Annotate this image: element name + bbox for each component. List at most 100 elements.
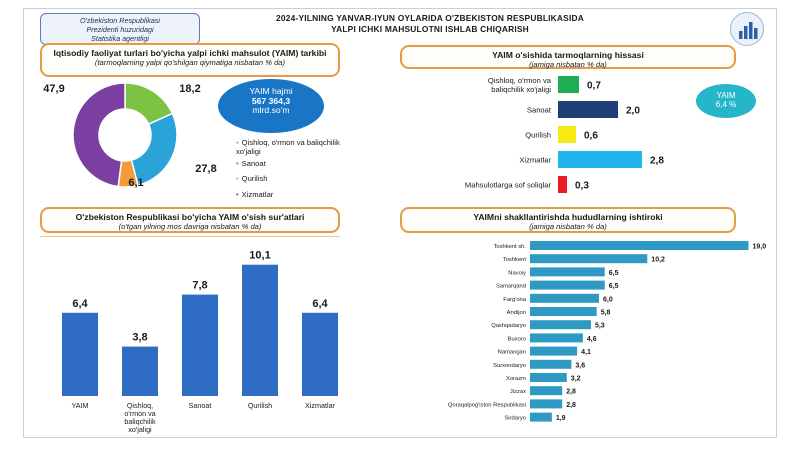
growth-category-label: Qishloq, bbox=[127, 401, 153, 410]
growth-subtitle: (o'tgan yilning mos davriga nisbatan % d… bbox=[118, 222, 262, 231]
region-bar bbox=[530, 386, 563, 396]
growth-category-label: Xizmatlar bbox=[305, 401, 336, 410]
regions-subtitle: (jamiga nisbatan % da) bbox=[529, 222, 607, 231]
region-label: Qoraqalpog'iston Respublikasi bbox=[448, 402, 526, 408]
legend-label: Xizmatlar bbox=[241, 190, 274, 199]
growth-value-label: 10,1 bbox=[249, 250, 270, 262]
contribution-subtitle: (jamiga nisbatan % da) bbox=[529, 60, 607, 69]
contribution-value-label: 0,6 bbox=[584, 131, 598, 142]
growth-category-label: Qurilish bbox=[248, 401, 272, 410]
legend-bullet: • bbox=[236, 174, 239, 183]
contribution-category-label: Mahsulotlarga sof soliqlar bbox=[465, 181, 552, 190]
region-value-label: 5,8 bbox=[601, 310, 611, 317]
donut-slice-label: 47,9 bbox=[43, 83, 64, 95]
legend-label: Sanoat bbox=[241, 159, 266, 168]
region-label: Andijon bbox=[507, 310, 526, 316]
growth-category-label: xo'jaligi bbox=[128, 425, 152, 434]
statistics-logo bbox=[730, 12, 764, 46]
region-bar bbox=[530, 267, 605, 277]
legend-item-services: • Xizmatlar bbox=[236, 190, 273, 199]
region-label: Surxondaryo bbox=[493, 363, 526, 369]
contribution-category-label: Qurilish bbox=[525, 131, 551, 140]
region-bar bbox=[530, 399, 563, 409]
donut-slice bbox=[72, 82, 126, 188]
region-label: Namangan bbox=[498, 350, 526, 356]
region-bar bbox=[530, 373, 567, 382]
growth-category-label: YAIM bbox=[71, 401, 88, 410]
gdp-volume-value: 567 364,3 bbox=[251, 95, 291, 106]
donut-slice bbox=[130, 112, 178, 187]
region-bar bbox=[530, 412, 552, 422]
agency-name: O'zbekiston Respublikasi Prezidenti huzu… bbox=[40, 13, 200, 45]
legend-label: Qishloq, o'rmon va baliqchilik xo'jaligi bbox=[236, 138, 340, 156]
legend-label: Qurilish bbox=[241, 174, 268, 183]
page-title-line-1: 2024-YILNING YANVAR-IYUN OYLARIDA O'ZBEK… bbox=[276, 13, 584, 23]
region-label: Toshkent sh. bbox=[493, 244, 526, 250]
growth-category-label: o'rmon va bbox=[124, 409, 155, 418]
legend-item-agriculture: • Qishloq, o'rmon va baliqchilik xo'jalig… bbox=[236, 138, 346, 156]
region-bar bbox=[530, 254, 648, 264]
contribution-bar bbox=[558, 176, 567, 193]
region-value-label: 6,5 bbox=[609, 270, 619, 277]
contribution-value-label: 0,7 bbox=[587, 81, 601, 92]
region-bar bbox=[530, 346, 578, 356]
region-value-label: 10,2 bbox=[651, 257, 665, 264]
contribution-category-label: Xizmatlar bbox=[519, 156, 551, 165]
region-label: Qashqadaryo bbox=[491, 323, 526, 329]
growth-bar bbox=[122, 346, 158, 396]
region-bar bbox=[530, 241, 749, 250]
contribution-bar bbox=[558, 151, 642, 168]
region-value-label: 6,0 bbox=[603, 296, 613, 303]
agency-line-2: Prezidenti huzuridagi bbox=[86, 25, 154, 34]
growth-category-label: Sanoat bbox=[189, 401, 212, 410]
legend-bullet: • bbox=[236, 190, 239, 199]
gdp-growth-badge-value: 6,4 % bbox=[715, 100, 737, 109]
region-value-label: 4,6 bbox=[587, 336, 597, 343]
growth-panel-title: O'zbekiston Respublikasi bo'yicha YAIM o… bbox=[40, 207, 340, 233]
contribution-category-label: baliqchilik xo'jaligi bbox=[491, 85, 551, 94]
region-value-label: 19,0 bbox=[753, 244, 767, 251]
growth-value-label: 6,4 bbox=[312, 298, 328, 310]
growth-bar bbox=[182, 294, 218, 396]
legend-bullet: • bbox=[236, 159, 239, 168]
region-label: Toshkent bbox=[503, 257, 527, 263]
region-value-label: 6,5 bbox=[609, 283, 619, 290]
region-label: Jizzax bbox=[510, 389, 526, 395]
gdp-growth-badge: YAIM 6,4 % bbox=[696, 84, 756, 118]
structure-subtitle: (tarmoqlarning yalpi qo'shilgan qiymatig… bbox=[94, 58, 286, 67]
gdp-growth-badge-label: YAIM bbox=[716, 91, 736, 100]
contribution-panel-title: YAIM o'sishida tarmoqlarning hissasi (ja… bbox=[400, 45, 736, 69]
structure-panel-title: Iqtisodiy faoliyat turlari bo'yicha yalp… bbox=[40, 43, 340, 77]
region-label: Farg'ona bbox=[503, 297, 526, 303]
gdp-volume-unit: mlrd.so'm bbox=[252, 105, 290, 115]
structure-donut-chart: 18,2 27,8 6,1 47,9 bbox=[43, 82, 217, 189]
region-label: Buxoro bbox=[508, 336, 526, 342]
region-value-label: 4,1 bbox=[581, 349, 591, 356]
donut-slice-label: 6,1 bbox=[128, 177, 143, 189]
region-label: Samarqand bbox=[496, 284, 526, 290]
region-bar bbox=[530, 280, 605, 290]
page-title-line-2: YALPI ICHKI MAHSULOTNI ISHLAB CHIQARISH bbox=[331, 24, 529, 34]
regions-bar-chart: Toshkent sh. 19,0 Toshkent 10,2 Navoiy 6,5 Sam… bbox=[448, 241, 767, 422]
agency-line-1: O'zbekiston Respublikasi bbox=[79, 16, 161, 25]
growth-category-label: baliqchilik bbox=[124, 417, 156, 426]
growth-bar bbox=[62, 312, 98, 396]
region-value-label: 3,2 bbox=[571, 376, 581, 383]
growth-bar bbox=[302, 312, 338, 396]
contribution-value-label: 0,3 bbox=[575, 181, 589, 192]
region-value-label: 3,6 bbox=[575, 362, 585, 369]
region-value-label: 2,8 bbox=[566, 389, 576, 396]
contribution-category-label: Sanoat bbox=[527, 106, 552, 115]
contribution-bar bbox=[558, 126, 576, 143]
region-bar bbox=[530, 333, 583, 343]
growth-value-label: 7,8 bbox=[192, 280, 207, 292]
region-label: Sirdaryo bbox=[504, 416, 526, 422]
regions-panel-title: YAIMni shakllantirishda hududlarning ish… bbox=[400, 207, 736, 233]
region-bar bbox=[530, 320, 591, 330]
gdp-volume-badge: YAIM hajmi 567 364,3 mlrd.so'm bbox=[218, 79, 324, 133]
growth-divider bbox=[40, 236, 340, 237]
contribution-bar bbox=[558, 76, 579, 93]
region-label: Navoiy bbox=[508, 270, 526, 276]
regions-title: YAIMni shakllantirishda hududlarning ish… bbox=[473, 212, 663, 222]
